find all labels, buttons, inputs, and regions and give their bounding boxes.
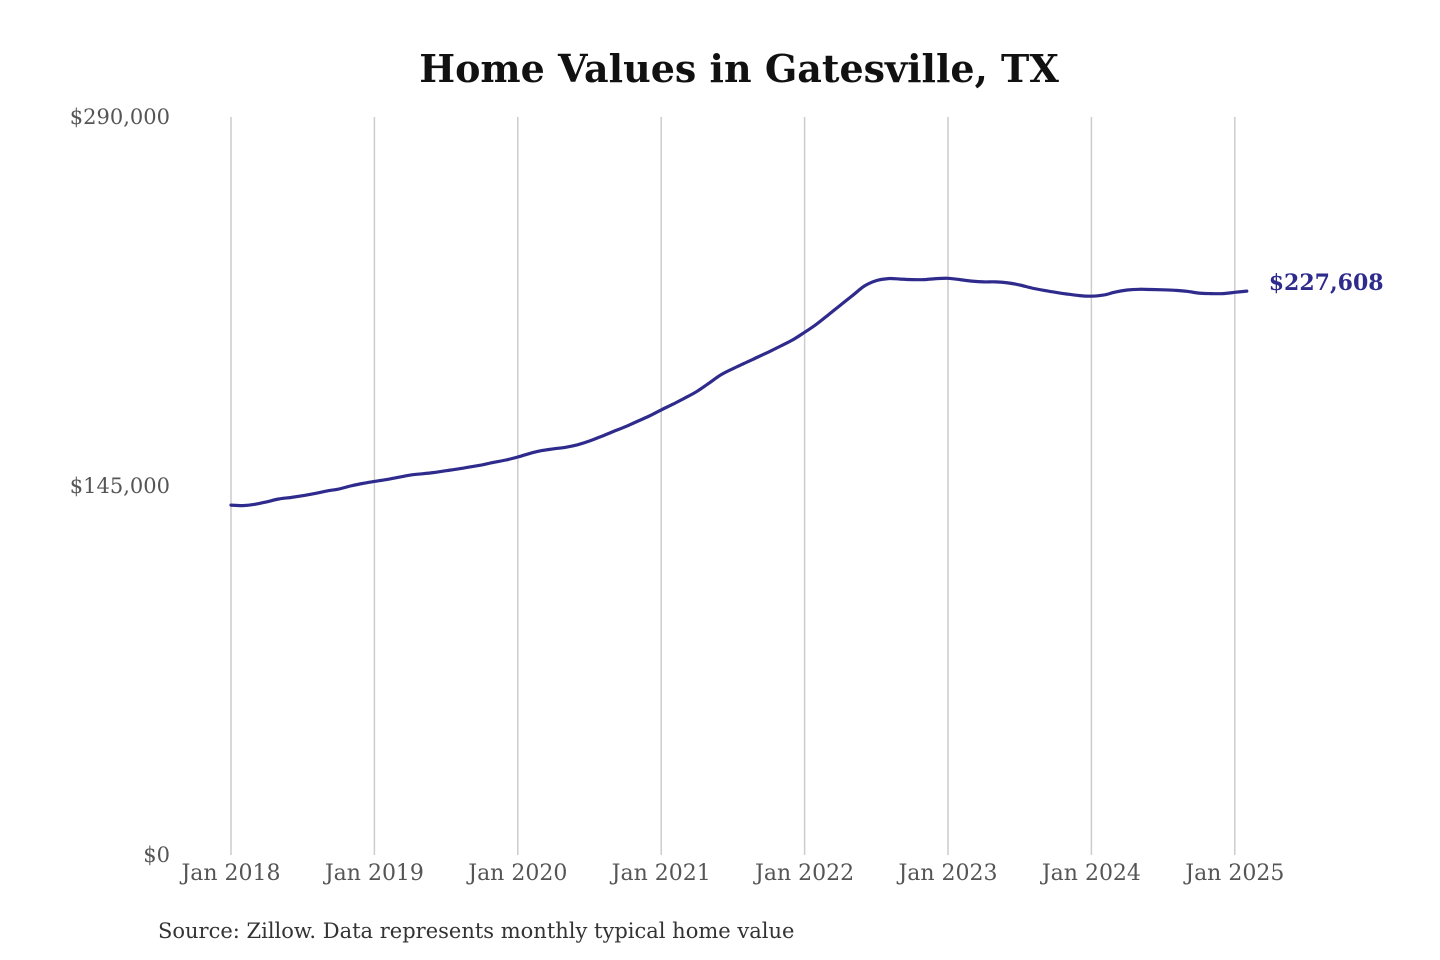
chart-title: Home Values in Gatesville, TX (419, 46, 1059, 91)
x-tick-label: Jan 2018 (179, 861, 280, 886)
y-tick-label: $290,000 (70, 105, 170, 129)
y-axis-ticks: $0 $145,000 $290,000 (70, 105, 170, 867)
x-tick-label: Jan 2025 (1183, 861, 1284, 886)
y-tick-label: $0 (143, 843, 170, 867)
x-tick-label: Jan 2022 (753, 861, 854, 886)
end-value-label: $227,608 (1269, 270, 1384, 296)
x-tick-label: Jan 2023 (896, 861, 997, 886)
series-line (229, 276, 1249, 508)
x-tick-label: Jan 2019 (323, 861, 424, 886)
x-tick-label: Jan 2024 (1040, 861, 1141, 886)
x-tick-label: Jan 2021 (610, 861, 711, 886)
y-tick-label: $145,000 (70, 474, 170, 498)
x-axis-ticks: Jan 2018 Jan 2019 Jan 2020 Jan 2021 Jan 2022… (179, 861, 1284, 886)
x-gridlines (230, 117, 1236, 855)
source-note: Source: Zillow. Data represents monthly … (158, 919, 794, 943)
x-tick-label: Jan 2020 (466, 861, 567, 886)
